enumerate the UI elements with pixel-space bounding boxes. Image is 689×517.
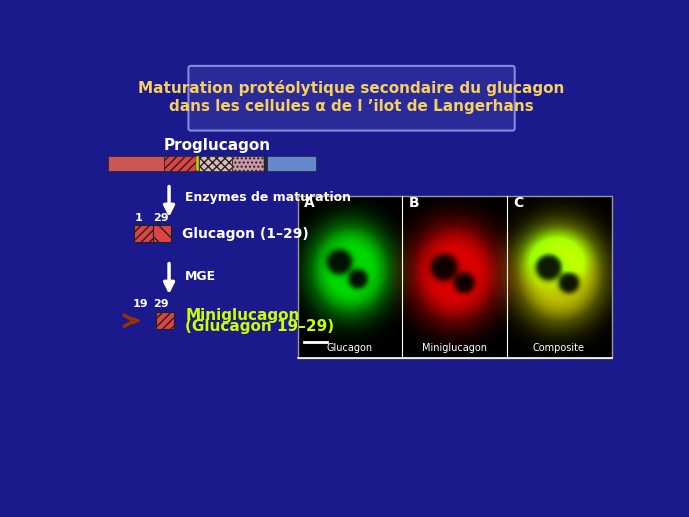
Text: Maturation protéolytique secondaire du glucagon: Maturation protéolytique secondaire du g… [138, 80, 564, 96]
Text: 29: 29 [153, 299, 168, 309]
Text: 19: 19 [132, 299, 148, 309]
Text: Composite: Composite [533, 343, 585, 353]
Text: Miniglucagon: Miniglucagon [422, 343, 486, 353]
Text: MGE: MGE [185, 269, 216, 283]
Bar [156, 312, 174, 329]
Bar [134, 225, 153, 242]
Bar [232, 156, 265, 171]
Text: Glucagon (1–29): Glucagon (1–29) [182, 227, 309, 241]
Bar [265, 156, 267, 171]
Text: 29: 29 [154, 213, 169, 223]
Text: Miniglucagon: Miniglucagon [185, 308, 300, 323]
Text: C: C [513, 196, 524, 210]
Text: (Glucagon 19–29): (Glucagon 19–29) [185, 318, 334, 333]
Text: 1: 1 [135, 213, 143, 223]
Bar [107, 156, 163, 171]
FancyBboxPatch shape [188, 66, 515, 131]
Text: Proglucagon: Proglucagon [163, 138, 271, 153]
Text: A: A [304, 196, 315, 210]
Text: B: B [409, 196, 419, 210]
Bar [199, 156, 232, 171]
Bar [196, 156, 199, 171]
Bar [153, 225, 172, 242]
Bar [267, 156, 316, 171]
Bar [298, 196, 612, 358]
Text: Glucagon: Glucagon [327, 343, 373, 353]
Bar [163, 156, 196, 171]
Text: Enzymes de maturation: Enzymes de maturation [185, 191, 351, 204]
Text: dans les cellules α de l ’ilot de Langerhans: dans les cellules α de l ’ilot de Langer… [169, 99, 533, 114]
